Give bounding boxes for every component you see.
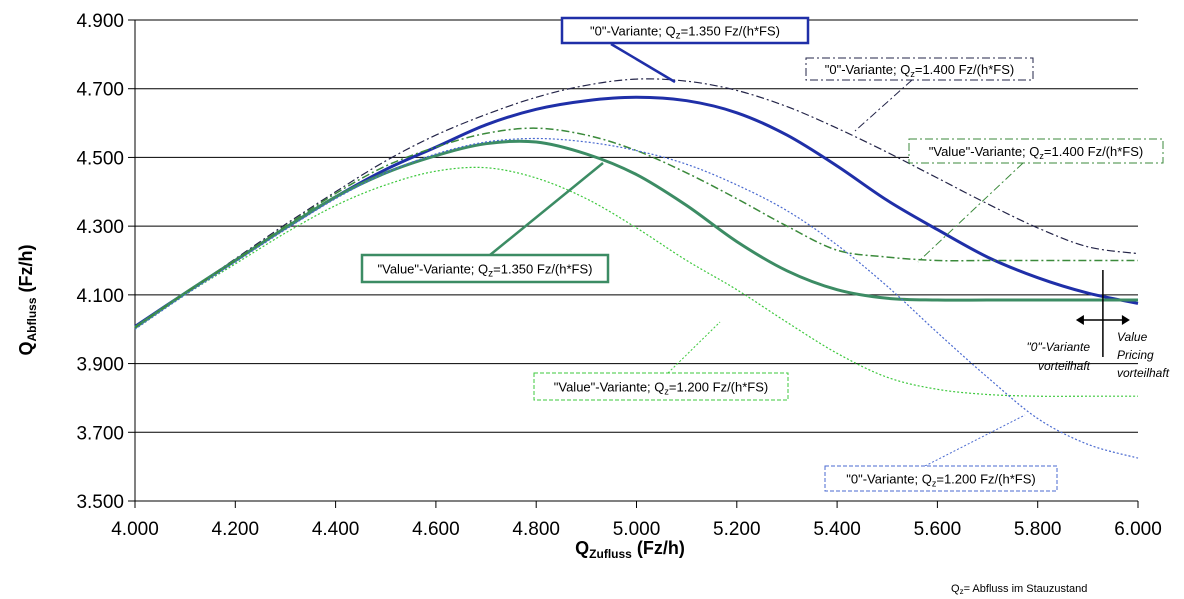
series-0-variante-1400-label-box (805, 57, 1034, 81)
arrow-right-icon (1121, 315, 1130, 325)
x-tick-label: 5.600 (914, 519, 962, 540)
x-tick-label: 5.800 (1014, 519, 1062, 540)
y-tick-label: 4.100 (76, 286, 124, 307)
series-0-variante-1350-leader (610, 42, 676, 84)
right-advantage-line1: Value (1117, 330, 1148, 344)
x-tick-label: 5.000 (613, 519, 661, 540)
y-tick-label: 4.900 (76, 11, 124, 32)
y-axis-title-unit: (Fz/h) (16, 244, 36, 297)
x-tick-label: 4.400 (312, 519, 360, 540)
left-advantage-line1: "0"-Variante (1027, 340, 1091, 354)
series-0-variante-1350-label-box (560, 16, 810, 45)
series-0-variante-1200-leader (924, 414, 1026, 467)
right-advantage-line3: vorteilhaft (1117, 366, 1170, 380)
x-axis-title-sub: Zufluss (589, 547, 632, 561)
y-axis-title-main: Q (16, 341, 36, 355)
series-lines (134, 78, 1139, 459)
arrow-left-icon (1075, 315, 1084, 325)
x-tick-label: 6.000 (1114, 519, 1162, 540)
x-axis-title-main: Q (575, 538, 589, 558)
series-0-variante-1350-label: "0"-Variante; Qz=1.350 Fz/(h*FS) (590, 24, 780, 42)
y-tick-label: 3.500 (76, 492, 124, 513)
crossover-annotation: "0"-Variante vorteilhaft Value Pricing v… (1027, 270, 1170, 380)
x-tick-label: 4.600 (412, 519, 460, 540)
footnote: Qz= Abfluss im Stauzustand (951, 583, 1087, 596)
x-tick-label: 4.800 (512, 519, 560, 540)
series-labels: "0"-Variante; Qz=1.350 Fz/(h*FS) "0"-Vari… (360, 16, 1164, 492)
series-0-variante-1200-label: "0"-Variante; Qz=1.200 Fz/(h*FS) (846, 472, 1035, 489)
x-tick-label: 5.200 (713, 519, 761, 540)
y-tick-label: 4.300 (76, 217, 124, 238)
y-tick-label: 4.700 (76, 80, 124, 101)
series-value-variante-1350-label-box (360, 253, 610, 284)
x-axis-title: QZufluss (Fz/h) (575, 538, 685, 561)
axes (128, 19, 1139, 508)
series-value-variante-1350-leader (489, 162, 604, 256)
series-value-variante-1400-label-box (908, 138, 1164, 164)
left-advantage-line2: vorteilhaft (1038, 359, 1091, 373)
y-axis-title-sub: Abfluss (25, 297, 39, 341)
series-value-variante-1400-label: "Value"-Variante; Qz=1.400 Fz/(h*FS) (929, 144, 1144, 161)
series-value-variante-1200-line (134, 166, 1138, 397)
series-0-variante-1200-line (134, 137, 1139, 459)
y-tick-labels: 3.500 3.700 3.900 4.100 4.300 4.500 4.700 4.900 (76, 11, 124, 513)
y-tick-label: 3.700 (76, 423, 124, 444)
y-tick-label: 3.900 (76, 355, 124, 376)
series-0-variante-1350-line (134, 95, 1139, 328)
series-value-variante-1400-line (134, 127, 1138, 329)
x-tick-labels: 4.000 4.200 4.400 4.600 4.800 5.000 5.200 5.400… (111, 519, 1162, 540)
right-advantage-line2: Pricing (1117, 348, 1154, 362)
series-0-variante-1200-label-box (824, 465, 1058, 492)
series-value-variante-1350-line (134, 139, 1138, 329)
y-tick-label: 4.500 (76, 148, 124, 169)
x-axis-title-unit: (Fz/h) (632, 538, 685, 558)
series-value-variante-1200-label-box (533, 372, 789, 401)
x-tick-label: 5.400 (813, 519, 861, 540)
series-value-variante-1200-label: "Value"-Variante; Qz=1.200 Fz/(h*FS) (554, 380, 769, 397)
series-value-variante-1200-leader (667, 321, 721, 374)
series-0-variante-1400-line (134, 78, 1139, 327)
x-tick-label: 4.000 (111, 519, 159, 540)
x-tick-label: 4.200 (212, 519, 260, 540)
footnote-main: Q (951, 583, 960, 595)
series-value-variante-1350-label: "Value"-Variante; Qz=1.350 Fz/(h*FS) (378, 262, 593, 280)
grid-lines (135, 19, 1138, 433)
series-0-variante-1400-leader (854, 79, 913, 132)
label-leader-lines (489, 42, 1026, 467)
footnote-sub: z (960, 587, 964, 596)
series-0-variante-1400-label: "0"-Variante; Qz=1.400 Fz/(h*FS) (825, 62, 1014, 79)
y-axis-title: QAbfluss (Fz/h) (16, 244, 39, 355)
footnote-text: = Abfluss im Stauzustand (964, 583, 1088, 595)
